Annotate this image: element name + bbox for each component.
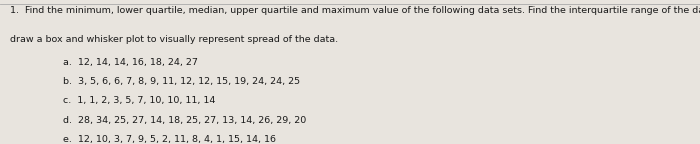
Text: a.  12, 14, 14, 16, 18, 24, 27: a. 12, 14, 14, 16, 18, 24, 27: [63, 58, 198, 67]
Text: 1.  Find the minimum, lower quartile, median, upper quartile and maximum value o: 1. Find the minimum, lower quartile, med…: [10, 6, 700, 15]
Text: e.  12, 10, 3, 7, 9, 5, 2, 11, 8, 4, 1, 15, 14, 16: e. 12, 10, 3, 7, 9, 5, 2, 11, 8, 4, 1, 1…: [63, 135, 276, 144]
Text: b.  3, 5, 6, 6, 7, 8, 9, 11, 12, 12, 15, 19, 24, 24, 25: b. 3, 5, 6, 6, 7, 8, 9, 11, 12, 12, 15, …: [63, 77, 300, 86]
Text: draw a box and whisker plot to visually represent spread of the data.: draw a box and whisker plot to visually …: [10, 35, 338, 44]
Text: c.  1, 1, 2, 3, 5, 7, 10, 10, 11, 14: c. 1, 1, 2, 3, 5, 7, 10, 10, 11, 14: [63, 96, 216, 105]
Text: d.  28, 34, 25, 27, 14, 18, 25, 27, 13, 14, 26, 29, 20: d. 28, 34, 25, 27, 14, 18, 25, 27, 13, 1…: [63, 116, 307, 125]
